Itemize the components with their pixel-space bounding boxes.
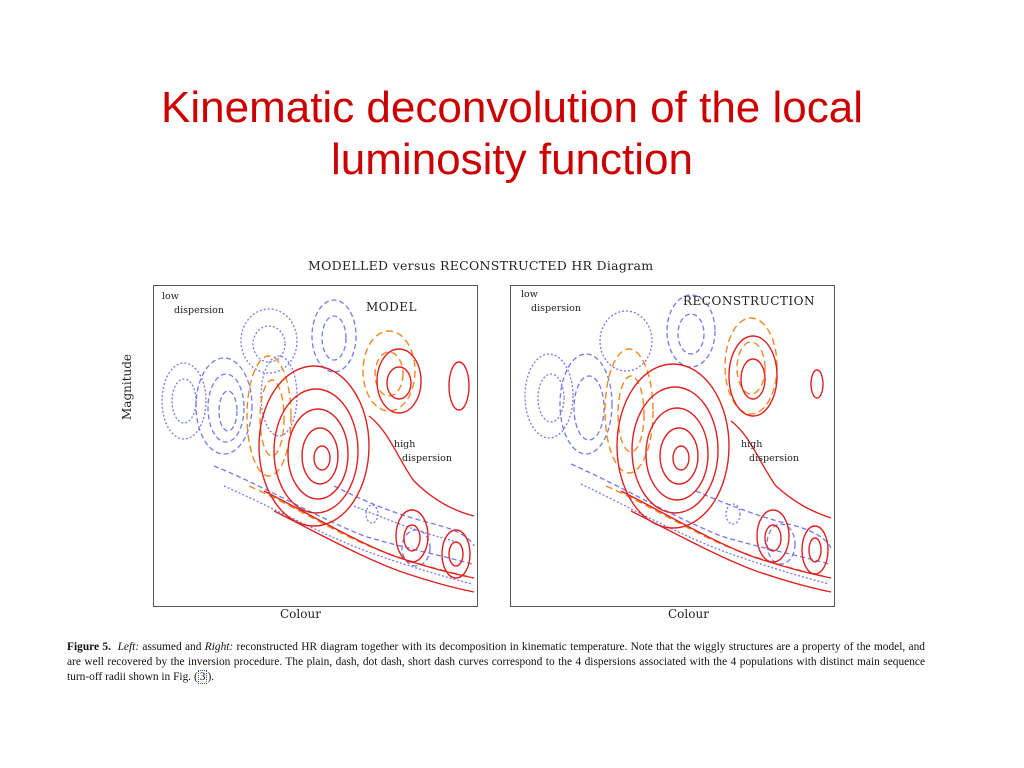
low-dispersion-label-2: dispersion — [174, 305, 224, 316]
model-panel: low dispersion MODEL high dispersion — [153, 285, 478, 607]
low-dispersion-label-2: dispersion — [531, 303, 581, 314]
low-dispersion-label-1: low — [521, 289, 538, 300]
caption-text: reconstructed HR diagram together with i… — [67, 641, 926, 683]
reconstruction-panel: low dispersion RECONSTRUCTION high dispe… — [510, 285, 835, 607]
caption-text-end: ). — [207, 671, 215, 683]
high-dispersion-label-2: dispersion — [749, 453, 799, 464]
high-dispersion-label-2: dispersion — [402, 453, 452, 464]
high-dispersion-label-1: high — [394, 439, 416, 450]
reconstruction-x-axis-label: Colour — [668, 607, 709, 621]
caption-figure-number: Figure 5. — [67, 641, 111, 653]
caption-left-word: Left: — [117, 641, 140, 653]
model-contour-plot — [161, 299, 475, 593]
caption-right-word: Right: — [204, 641, 234, 653]
figure-reference-link[interactable]: 3 — [197, 670, 208, 684]
y-axis-label: Magnitude — [120, 353, 134, 420]
high-dispersion-label-1: high — [741, 439, 763, 450]
model-heading: MODEL — [366, 300, 417, 314]
model-x-axis-label: Colour — [280, 607, 321, 621]
figure-title: MODELLED versus RECONSTRUCTED HR Diagram — [308, 258, 654, 273]
figure-caption: Figure 5. Left: assumed and Right: recon… — [67, 640, 925, 685]
slide-title: Kinematic deconvolution of the local lum… — [161, 83, 863, 184]
caption-assumed-and: assumed and — [139, 641, 205, 653]
reconstruction-contour-plot — [524, 294, 832, 593]
reconstruction-heading: RECONSTRUCTION — [683, 294, 815, 308]
low-dispersion-label-1: low — [162, 291, 179, 302]
